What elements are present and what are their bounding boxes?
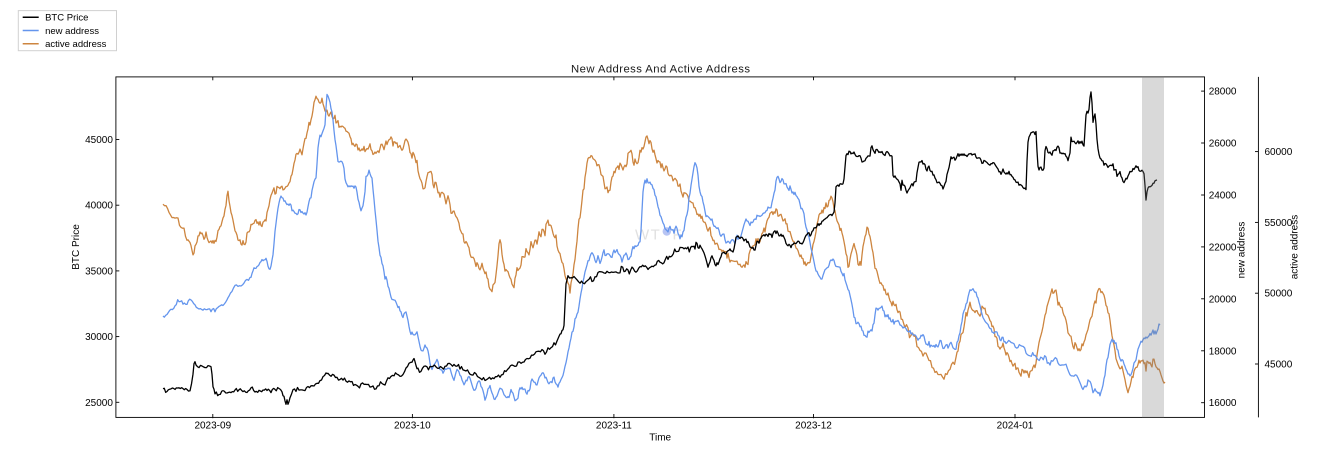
svg-text:2024-01: 2024-01 xyxy=(997,420,1034,431)
svg-text:new address: new address xyxy=(1237,222,1248,279)
svg-text:26000: 26000 xyxy=(1209,139,1237,150)
svg-text:New Address And Active Address: New Address And Active Address xyxy=(571,64,750,76)
svg-text:50000: 50000 xyxy=(1265,289,1293,300)
svg-text:WT: WT xyxy=(635,227,661,244)
svg-text:60000: 60000 xyxy=(1265,147,1293,158)
svg-text:18000: 18000 xyxy=(1209,346,1237,357)
svg-text:F: F xyxy=(673,227,682,244)
svg-text:BTC Price: BTC Price xyxy=(45,13,88,24)
svg-text:45000: 45000 xyxy=(1265,360,1293,371)
svg-text:2023-12: 2023-12 xyxy=(795,420,832,431)
svg-text:28000: 28000 xyxy=(1209,87,1237,98)
svg-text:new address: new address xyxy=(45,26,99,37)
svg-text:55000: 55000 xyxy=(1265,218,1293,229)
svg-text:2023-09: 2023-09 xyxy=(194,420,231,431)
svg-text:active address: active address xyxy=(1289,215,1300,279)
svg-text:22000: 22000 xyxy=(1209,242,1237,253)
svg-text:BTC Price: BTC Price xyxy=(71,224,82,270)
svg-text:30000: 30000 xyxy=(85,332,113,343)
svg-text:20000: 20000 xyxy=(1209,294,1237,305)
svg-text:45000: 45000 xyxy=(85,135,113,146)
svg-text:40000: 40000 xyxy=(85,201,113,212)
svg-text:35000: 35000 xyxy=(85,266,113,277)
svg-text:25000: 25000 xyxy=(85,398,113,409)
svg-text:16000: 16000 xyxy=(1209,398,1237,409)
svg-text:active address: active address xyxy=(45,39,107,50)
svg-text:2023-11: 2023-11 xyxy=(596,420,632,431)
svg-text:Time: Time xyxy=(649,433,671,444)
svg-text:24000: 24000 xyxy=(1209,191,1237,202)
svg-text:2023-10: 2023-10 xyxy=(394,420,431,431)
